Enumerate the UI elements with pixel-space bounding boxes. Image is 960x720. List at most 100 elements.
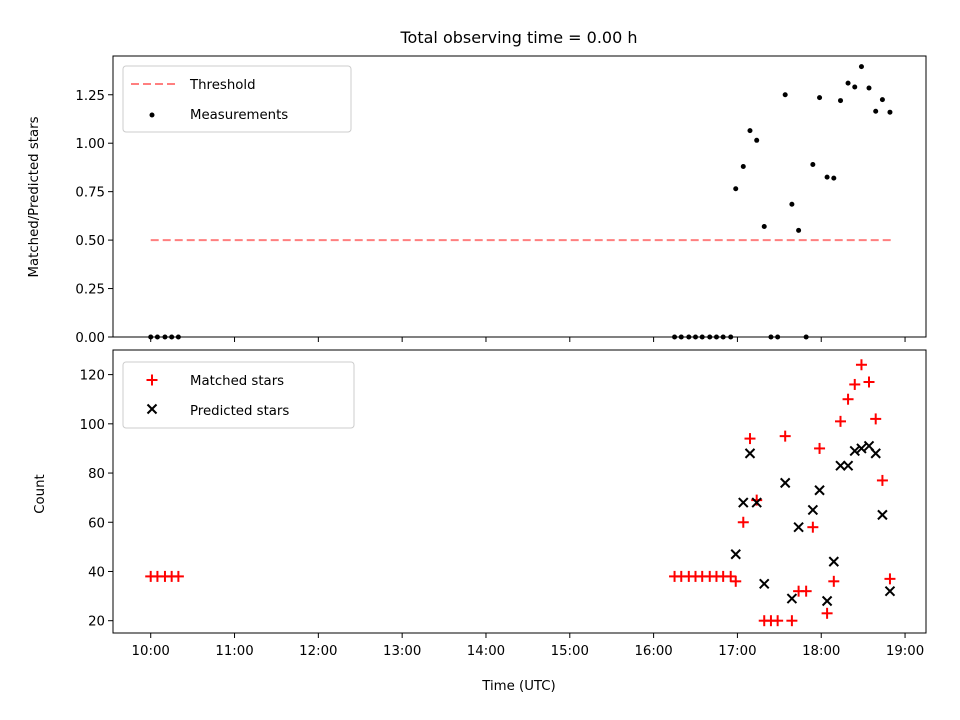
- measurement-point: [852, 84, 858, 90]
- count-x-tick-label: 12:00: [299, 644, 337, 659]
- ratio-y-tick-label: 1.25: [75, 89, 105, 104]
- predicted-stars-point: [751, 497, 762, 508]
- predicted-stars-point: [759, 578, 770, 589]
- matched-stars-legend-swatch: [146, 374, 158, 386]
- count-y-axis-label: Count: [33, 474, 48, 514]
- threshold-legend-label: Threshold: [189, 78, 256, 93]
- measurement-point: [810, 162, 816, 168]
- count-x-tick-label: 11:00: [215, 644, 253, 659]
- count-y-tick-label: 60: [88, 516, 105, 531]
- ratio-y-tick-label: 0.25: [75, 283, 105, 298]
- matched-stars-point: [737, 516, 749, 528]
- matched-stars-point: [814, 442, 826, 454]
- matched-stars-point: [786, 615, 798, 627]
- measurement-point: [873, 108, 879, 114]
- count-x-tick-label: 15:00: [551, 644, 589, 659]
- matched-stars-legend-label: Matched stars: [190, 374, 284, 389]
- count-x-tick-label: 18:00: [802, 644, 840, 659]
- predicted-stars-point: [828, 556, 840, 567]
- matched-stars-point: [835, 415, 847, 427]
- matched-stars-point: [772, 615, 784, 627]
- matched-stars-point: [730, 575, 742, 587]
- count-x-tick-label: 16:00: [634, 644, 672, 659]
- matched-stars-point: [876, 474, 888, 486]
- measurements-legend-swatch: [149, 112, 155, 118]
- count-y-tick-label: 40: [88, 565, 105, 580]
- measurement-point: [747, 128, 753, 134]
- matched-stars-point: [863, 376, 875, 388]
- x-axis-label: Time (UTC): [481, 679, 556, 694]
- count-panel: 20 40 60 80 100 120 10:00 11:00 12:00 13:00 14:00 1…: [33, 349, 927, 694]
- ratio-y-axis-label: Matched/Predicted stars: [27, 116, 42, 277]
- matched-stars-point: [725, 570, 737, 582]
- ratio-panel-frame: [112, 55, 927, 338]
- matched-stars-point: [172, 570, 184, 582]
- ratio-y-tick-label: 0.75: [75, 186, 105, 201]
- matched-stars-point: [779, 430, 791, 442]
- matched-stars-point: [884, 573, 896, 585]
- count-panel-frame: [112, 349, 927, 634]
- predicted-stars-point: [738, 497, 749, 508]
- count-x-tick-label: 17:00: [718, 644, 756, 659]
- measurement-point: [782, 92, 788, 98]
- ratio-legend-frame: [122, 65, 352, 133]
- ratio-y-tick-label: 0.00: [75, 331, 105, 346]
- predicted-stars-point: [835, 460, 846, 471]
- predicted-stars-point: [821, 595, 833, 607]
- chart-title: Total observing time = 0.00 h: [399, 28, 637, 47]
- ratio-panel-marks: 0.00 0.25 0.50 0.75 1.00 1.25: [75, 64, 906, 346]
- predicted-stars-point: [842, 460, 854, 471]
- measurement-point: [824, 174, 830, 180]
- measurement-point: [796, 227, 802, 233]
- measurement-point: [831, 175, 837, 181]
- predicted-stars-point: [856, 443, 867, 454]
- ratio-panel: 0.00 0.25 0.50 0.75 1.00 1.25 Matched/Predict…: [27, 55, 927, 346]
- measurement-point: [789, 201, 795, 207]
- measurement-point: [887, 109, 893, 115]
- count-panel-marks: 20 40 60 80 100 120 10:00 11:00 12:00 13:00 14:00 1…: [80, 359, 924, 659]
- matched-stars-point: [807, 521, 819, 533]
- measurement-point: [754, 137, 760, 143]
- count-y-tick-label: 120: [80, 369, 105, 384]
- predicted-stars-point: [779, 477, 791, 489]
- predicted-stars-point: [814, 485, 825, 496]
- predicted-stars-point: [793, 521, 804, 533]
- measurements-legend-label: Measurements: [190, 108, 288, 123]
- measurement-point: [879, 97, 885, 103]
- predicted-stars-point: [786, 593, 798, 604]
- measurement-point: [845, 80, 851, 86]
- measurement-point: [761, 224, 767, 230]
- matched-stars-point: [744, 433, 756, 445]
- predicted-stars-point: [870, 448, 881, 459]
- count-x-tick-label: 10:00: [132, 644, 170, 659]
- count-x-tick-label: 14:00: [467, 644, 505, 659]
- ratio-y-tick-label: 0.50: [75, 234, 105, 249]
- predicted-stars-point: [744, 448, 756, 459]
- predicted-stars-point: [849, 445, 860, 457]
- predicted-stars-point: [884, 585, 896, 597]
- count-x-tick-label: 13:00: [383, 644, 421, 659]
- predicted-stars-legend-swatch: [146, 403, 158, 415]
- ratio-legend: Threshold Measurements: [122, 65, 352, 133]
- count-y-tick-label: 20: [88, 615, 105, 630]
- count-x-tick-label: 19:00: [886, 644, 924, 659]
- measurement-point: [733, 186, 739, 192]
- matched-stars-point: [821, 607, 833, 619]
- matched-stars-point: [870, 413, 882, 425]
- matched-stars-point: [849, 378, 861, 390]
- predicted-stars-legend-label: Predicted stars: [190, 404, 289, 419]
- measurement-point: [858, 64, 864, 70]
- predicted-stars-point: [730, 549, 741, 560]
- count-y-tick-label: 80: [88, 467, 105, 482]
- predicted-stars-point: [877, 509, 888, 521]
- matched-stars-point: [800, 585, 812, 597]
- count-y-tick-label: 100: [80, 418, 105, 433]
- predicted-stars-point: [807, 504, 819, 516]
- matched-stars-point: [842, 393, 854, 405]
- measurement-point: [838, 98, 844, 104]
- measurement-point: [817, 95, 823, 101]
- measurement-point: [866, 85, 872, 91]
- ratio-y-tick-label: 1.00: [75, 137, 105, 152]
- count-legend-frame: [122, 361, 355, 429]
